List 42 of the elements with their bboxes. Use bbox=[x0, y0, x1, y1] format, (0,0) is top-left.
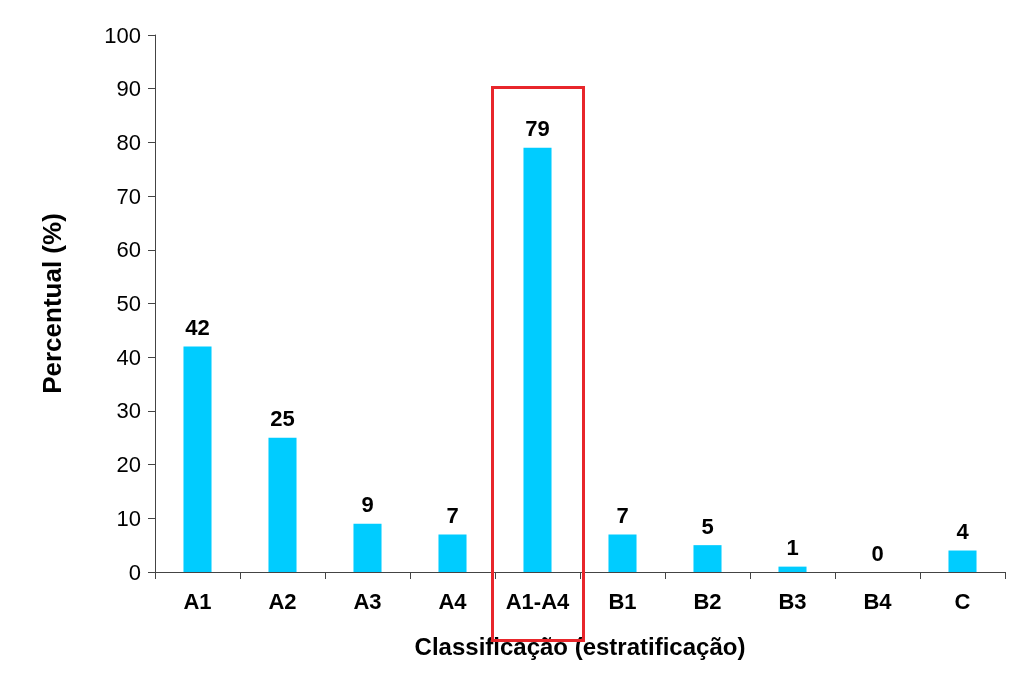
bar bbox=[523, 147, 552, 572]
data-label: 5 bbox=[701, 513, 714, 539]
y-tick-label: 10 bbox=[116, 505, 141, 531]
data-label: 7 bbox=[616, 502, 629, 528]
x-tick-label: A1 bbox=[183, 588, 212, 614]
y-tick-label: 50 bbox=[116, 291, 141, 316]
x-tick-label: B1 bbox=[608, 588, 637, 614]
data-label: 1 bbox=[786, 535, 799, 561]
bar bbox=[268, 437, 297, 572]
data-label: 4 bbox=[956, 519, 970, 545]
x-tick-label: B2 bbox=[693, 588, 722, 614]
bar bbox=[353, 523, 382, 572]
y-tick-label: 70 bbox=[116, 183, 141, 209]
data-label: 42 bbox=[185, 314, 210, 340]
data-label: 9 bbox=[361, 492, 374, 518]
bar bbox=[778, 566, 807, 572]
y-tick-label: 90 bbox=[116, 76, 141, 102]
y-tick-label: 30 bbox=[116, 398, 141, 424]
bar bbox=[183, 346, 212, 572]
bar bbox=[693, 545, 722, 572]
data-label: 0 bbox=[871, 540, 884, 566]
y-tick-label: 20 bbox=[116, 452, 141, 478]
y-tick-label: 0 bbox=[128, 559, 141, 585]
data-label: 7 bbox=[446, 502, 459, 528]
y-tick-label: 60 bbox=[116, 237, 141, 263]
y-tick-label: 80 bbox=[116, 129, 141, 155]
bar bbox=[948, 550, 977, 572]
x-tick-label: A2 bbox=[268, 588, 297, 614]
x-tick-label: B4 bbox=[863, 588, 893, 614]
x-tick-label: A4 bbox=[438, 588, 468, 614]
bar bbox=[438, 534, 467, 572]
y-axis-title: Percentual (%) bbox=[37, 213, 67, 394]
x-tick-label: A3 bbox=[353, 588, 382, 614]
bar bbox=[608, 534, 637, 572]
x-axis-title: Classificação (estratificação) bbox=[414, 632, 746, 660]
x-tick-label: C bbox=[954, 588, 971, 614]
data-label: 25 bbox=[270, 406, 295, 432]
x-tick-label: B3 bbox=[778, 588, 807, 614]
y-tick-label: 40 bbox=[116, 344, 141, 370]
x-tick-label: A1-A4 bbox=[505, 588, 571, 614]
y-tick-label: 100 bbox=[104, 22, 141, 48]
data-label: 79 bbox=[525, 116, 550, 142]
